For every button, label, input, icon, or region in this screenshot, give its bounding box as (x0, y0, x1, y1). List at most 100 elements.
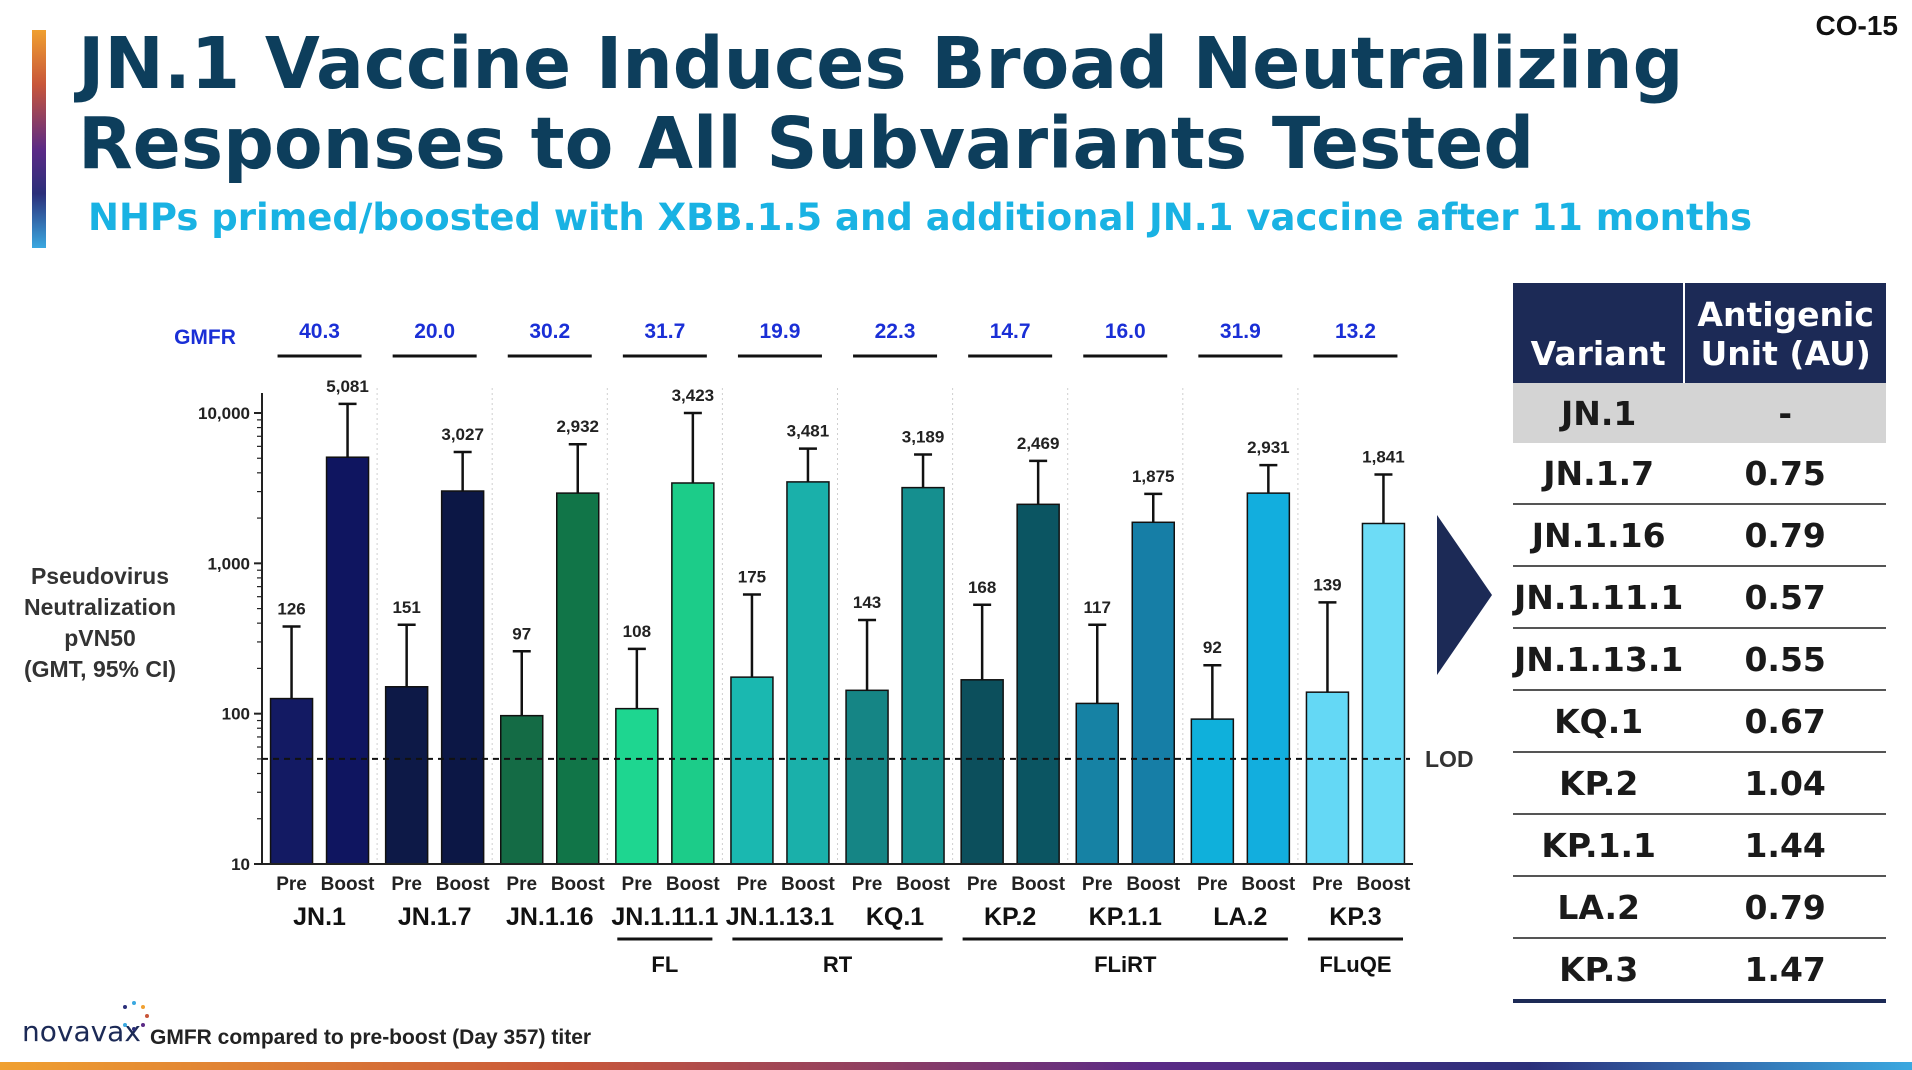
variant-label: JN.1 (293, 903, 346, 931)
y-tick-label: 1,000 (207, 554, 250, 573)
table-row: JN.1.7 0.75 (1513, 443, 1886, 505)
boost-bar (440, 490, 485, 865)
y-tick-label: 10 (231, 855, 250, 874)
column-header-variant: Variant (1513, 283, 1686, 383)
variant-label: JN.1.16 (506, 903, 594, 931)
antigenic-unit-table: Variant Antigenic Unit (AU) JN.1- JN.1.7 0… (1513, 283, 1886, 1003)
gmfr-value: 19.9 (760, 320, 801, 343)
boost-bar (671, 482, 715, 865)
boost-bar (1131, 521, 1175, 865)
cell-variant: JN.1.13.1 (1513, 628, 1685, 691)
pre-x-label: Pre (1312, 874, 1343, 895)
boost-bar (786, 481, 830, 865)
boost-value-label: 2,932 (556, 417, 599, 436)
boost-bar (325, 456, 370, 865)
family-label: FLiRT (1094, 952, 1157, 977)
cell-variant: JN.1.16 (1513, 504, 1685, 567)
pre-x-label: Pre (852, 874, 883, 895)
accent-bar (32, 30, 46, 248)
pre-value-label: 175 (738, 568, 766, 587)
slide-subtitle: NHPs primed/boosted with XBB.1.5 and add… (88, 196, 1753, 239)
boost-bar (1246, 492, 1291, 865)
title-line-1: JN.1 Vaccine Induces Broad Neutralizing (78, 22, 1684, 105)
gmfr-value: 14.7 (990, 320, 1031, 343)
boost-value-label: 3,481 (787, 422, 830, 441)
pre-value-label: 151 (392, 598, 420, 617)
pre-x-label: Pre (737, 874, 768, 895)
table-header-row: Variant Antigenic Unit (AU) (1513, 283, 1886, 383)
bottom-color-band (0, 1062, 1912, 1070)
neutralization-bar-chart: 10 100 1,000 10,000 Pseudovirus Neutralizatio… (24, 320, 1474, 977)
pre-value-label: 143 (853, 593, 881, 612)
gmfr-value: 13.2 (1335, 320, 1376, 343)
pre-value-label: 139 (1313, 575, 1341, 594)
slide-number: CO-15 (1815, 10, 1898, 41)
pre-x-label: Pre (276, 874, 307, 895)
cell-variant: JN.1.7 (1513, 443, 1685, 505)
gmfr-value: 31.7 (644, 320, 685, 343)
family-label: FL (651, 952, 678, 977)
boost-x-label: Boost (321, 874, 376, 895)
boost-bar (1361, 522, 1406, 865)
variant-label: JN.1.7 (398, 903, 472, 931)
y-axis-label-line: (GMT, 95% CI) (24, 656, 176, 682)
boost-x-label: Boost (436, 874, 491, 895)
boost-value-label: 1,841 (1362, 447, 1405, 466)
gmfr-value: 31.9 (1220, 320, 1261, 343)
slide-title: JN.1 Vaccine Induces Broad Neutralizing … (78, 24, 1683, 184)
boost-x-label: Boost (896, 874, 951, 895)
y-tick-label: 10,000 (198, 404, 250, 423)
family-label: RT (823, 952, 853, 977)
cell-variant: LA.2 (1513, 876, 1685, 939)
boost-x-label: Boost (551, 874, 606, 895)
y-axis-label-line: Pseudovirus (31, 563, 169, 589)
pre-bar (1190, 718, 1235, 865)
variant-label: JN.1.13.1 (726, 903, 835, 931)
title-line-2: Responses to All Subvariants Tested (78, 102, 1535, 185)
variant-label: LA.2 (1213, 903, 1267, 931)
logo-dots-icon (123, 1001, 149, 1031)
header-au-line-2: Unit (AU) (1700, 334, 1871, 373)
cell-antigenic-unit: 1.47 (1684, 938, 1886, 1003)
boost-x-label: Boost (1011, 874, 1066, 895)
variant-label: KP.1.1 (1089, 903, 1162, 931)
gmfr-value: 16.0 (1105, 320, 1146, 343)
cell-variant: KP.1.1 (1513, 814, 1685, 877)
pre-bar (1075, 702, 1119, 865)
table-row: KP.2 1.04 (1513, 752, 1886, 815)
boost-x-label: Boost (1241, 874, 1296, 895)
table-row: JN.1.16 0.79 (1513, 504, 1886, 567)
pre-bar (730, 676, 774, 865)
y-axis-label-line: Neutralization (24, 594, 176, 620)
gmfr-value: 22.3 (875, 320, 916, 343)
boost-x-label: Boost (781, 874, 836, 895)
boost-value-label: 1,875 (1132, 467, 1175, 486)
gmfr-label: GMFR (174, 326, 236, 349)
boost-value-label: 2,469 (1017, 434, 1060, 453)
pre-value-label: 126 (277, 600, 305, 619)
cell-antigenic-unit: 1.44 (1684, 814, 1886, 877)
cell-variant: KP.3 (1513, 938, 1685, 1003)
table-row: JN.1.13.1 0.55 (1513, 628, 1886, 691)
table-row: KP.1.1 1.44 (1513, 814, 1886, 877)
cell-antigenic-unit: - (1684, 383, 1886, 443)
gmfr-value: 20.0 (414, 320, 455, 343)
pre-bar (615, 707, 659, 865)
lod-label: LOD (1425, 746, 1474, 772)
y-axis-label-line: pVN50 (64, 625, 136, 651)
pre-x-label: Pre (506, 874, 537, 895)
boost-value-label: 3,189 (902, 427, 945, 446)
table-row: JN.1- (1513, 383, 1886, 443)
pre-value-label: 117 (1084, 598, 1111, 617)
boost-bar (901, 486, 945, 865)
boost-value-label: 3,423 (672, 386, 715, 405)
pre-x-label: Pre (1197, 874, 1228, 895)
table-row: JN.1.11.1 0.57 (1513, 566, 1886, 629)
pre-value-label: 97 (512, 624, 531, 643)
cell-antigenic-unit: 1.04 (1684, 752, 1886, 815)
boost-bar (556, 492, 600, 865)
cell-variant: JN.1 (1513, 383, 1685, 443)
pre-value-label: 92 (1203, 638, 1222, 657)
boost-bar (1016, 503, 1060, 865)
pre-value-label: 108 (623, 622, 651, 641)
